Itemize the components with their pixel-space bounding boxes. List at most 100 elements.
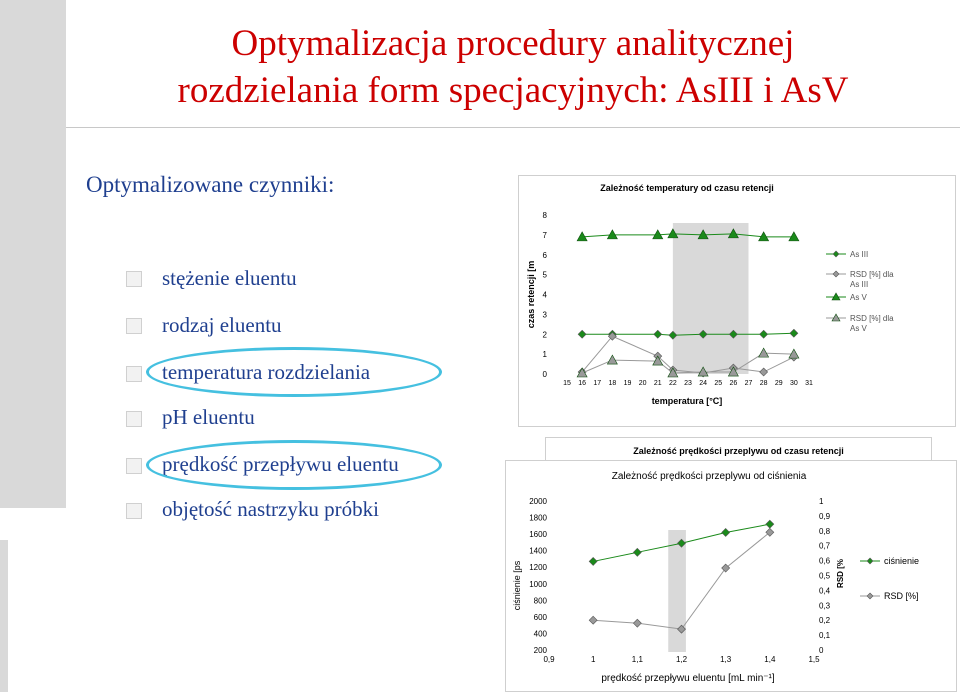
y-right-tick-label: 0,1 [819, 631, 831, 640]
y-right-tick-label: 0,2 [819, 616, 831, 625]
data-point [789, 328, 799, 338]
title-divider [66, 127, 960, 128]
legend-entry: ciśnienie [884, 556, 919, 566]
y-tick-label: 8 [543, 211, 548, 220]
x-tick-label: 25 [714, 380, 722, 387]
data-point [576, 231, 588, 242]
data-point [653, 329, 663, 339]
y-tick-label: 4 [543, 291, 548, 300]
y-tick-label: 1000 [529, 580, 547, 589]
x-tick-label: 30 [790, 380, 798, 387]
y-right-tick-label: 1 [819, 497, 824, 506]
x-tick-label: 15 [563, 380, 571, 387]
series-line [581, 335, 795, 374]
legend-entry-line: As III [850, 280, 868, 289]
temperature-chart: Zależność temperatury od czasu retencji 0… [518, 175, 956, 427]
legend-entry-line: As III [850, 250, 868, 259]
y-tick-label: 3 [543, 310, 548, 319]
back-chart-title: Zależność prędkości przeplywu od czasu r… [633, 446, 844, 456]
data-point [765, 527, 775, 537]
x-tick-label: 20 [639, 380, 647, 387]
legend-entry-line: RSD [%] dla [850, 314, 894, 323]
highlight-band [668, 530, 686, 652]
x-tick-label: 0,9 [543, 655, 555, 664]
left-decorative-bar-lower [0, 540, 8, 692]
x-tick-label: 28 [760, 380, 768, 387]
flow-rate-chart: Zależność prędkości przeplywu od ciśnien… [505, 460, 957, 692]
y-tick-label: 2000 [529, 497, 547, 506]
x-tick-label: 24 [699, 380, 707, 387]
data-point [758, 347, 770, 358]
x-tick-label: 1,4 [764, 655, 776, 664]
data-point [788, 348, 800, 359]
data-point [668, 330, 678, 340]
y-right-tick-label: 0,5 [819, 572, 831, 581]
series-line [581, 352, 794, 374]
data-point [652, 355, 664, 366]
x-axis-label: temperatura [°C] [652, 396, 723, 406]
y-tick-label: 7 [543, 231, 548, 240]
slide-title-line1: Optymalizacja procedury analitycznej [231, 23, 795, 64]
data-point [721, 528, 731, 537]
data-point [667, 228, 679, 239]
bullet-marker [126, 271, 142, 287]
x-tick-label: 1 [591, 655, 596, 664]
x-tick-label: 21 [654, 380, 662, 387]
y-tick-label: 1800 [529, 514, 547, 523]
bullet-marker [126, 411, 142, 427]
x-tick-label: 1,5 [808, 655, 820, 664]
y-right-tick-label: 0,9 [819, 512, 831, 521]
data-point [697, 229, 709, 240]
data-point [765, 519, 775, 529]
y-tick-label: 5 [543, 271, 548, 280]
bullet-item-concentration: stężenie eluentu [162, 266, 297, 290]
x-axis-label: prędkość przepływu eluentu [mL min⁻¹] [601, 673, 775, 684]
legend-entry: RSD [%] [884, 591, 919, 601]
y-tick-label: 2 [543, 330, 548, 339]
y-tick-label: 400 [534, 629, 548, 638]
legend-entry: RSD [%] dla As III [850, 270, 894, 289]
chart-title: Zależność prędkości przeplywu od ciśnien… [612, 471, 807, 482]
chart-title: Zależność temperatury od czasu retencji [600, 183, 774, 193]
slide-title-line2: rozdzielania form specjacyjnych: AsIII i… [177, 70, 849, 111]
data-point [607, 331, 617, 341]
legend-entry: RSD [%] dla As V [850, 314, 894, 333]
y-right-tick-label: 0 [819, 646, 824, 655]
data-point [576, 367, 588, 378]
y-right-tick-label: 0,6 [819, 557, 831, 566]
data-point [759, 329, 769, 339]
data-point [728, 329, 738, 339]
series-line [582, 233, 794, 238]
y-axis-label: ciśnienie [ps [512, 560, 522, 610]
series-line [582, 332, 794, 336]
data-point [758, 231, 770, 242]
data-point [588, 615, 598, 625]
data-point [788, 231, 800, 242]
bullet-marker [126, 366, 142, 382]
data-point [759, 367, 769, 377]
x-tick-label: 1,1 [632, 655, 644, 664]
left-decorative-bar [0, 0, 66, 508]
x-tick-label: 23 [684, 380, 692, 387]
highlight-ellipse-temperature [146, 347, 442, 397]
data-point [632, 618, 642, 628]
legend-marker [866, 557, 874, 565]
x-tick-label: 17 [593, 380, 601, 387]
x-tick-label: 27 [745, 380, 753, 387]
x-tick-label: 19 [624, 380, 632, 387]
data-point [606, 354, 618, 365]
data-point [652, 229, 664, 240]
legend-entry-line: As V [850, 293, 868, 302]
data-point [697, 366, 709, 377]
data-point [677, 624, 686, 634]
data-point [727, 366, 739, 377]
y-tick-label: 1200 [529, 563, 547, 572]
legend-entry: As V [850, 293, 868, 302]
y-right-tick-label: 0,7 [819, 542, 831, 551]
x-tick-label: 1,3 [720, 655, 732, 664]
bullet-marker [126, 458, 142, 474]
data-point [577, 329, 587, 339]
x-tick-label: 31 [805, 380, 813, 387]
legend-marker [866, 592, 874, 600]
y-tick-label: 800 [534, 596, 548, 605]
